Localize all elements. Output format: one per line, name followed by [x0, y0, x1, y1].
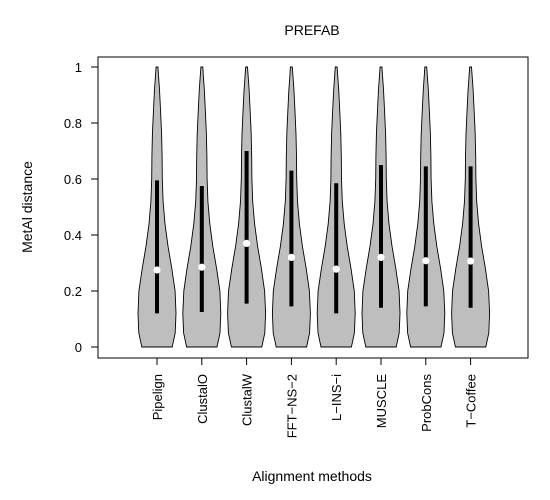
median-point-1 [198, 264, 205, 271]
y-axis-label: MetAl distance [19, 161, 35, 253]
median-point-5 [377, 254, 384, 261]
chart-title: PREFAB [284, 22, 339, 38]
median-point-0 [153, 266, 160, 273]
y-tick-label: 0 [75, 340, 82, 355]
x-tick-label: FFT−NS−2 [284, 374, 299, 438]
x-tick-label: L−INS−i [329, 374, 344, 421]
median-point-3 [288, 254, 295, 261]
x-tick-label: ClustalW [240, 373, 255, 426]
x-tick-label: MUSCLE [374, 374, 389, 429]
median-point-4 [333, 266, 340, 273]
y-axis: 0 0.2 0.4 0.6 0.8 1 [64, 60, 98, 355]
x-axis: Pipelign ClustalO ClustalW FFT−NS−2 L−INS−i M… [150, 358, 479, 438]
x-tick-label: Pipelign [150, 374, 165, 420]
y-tick-label: 0.2 [64, 284, 82, 299]
x-axis-label: Alignment methods [252, 468, 372, 484]
median-point-6 [422, 257, 429, 264]
median-point-7 [467, 257, 474, 264]
x-tick-label: ClustalO [195, 374, 210, 424]
x-tick-label: ProbCons [419, 374, 434, 432]
y-tick-label: 0.4 [64, 228, 82, 243]
violins [138, 67, 490, 347]
median-point-2 [243, 240, 250, 247]
y-tick-label: 1 [75, 60, 82, 75]
x-tick-label: T−Coffee [464, 374, 479, 428]
y-tick-label: 0.6 [64, 172, 82, 187]
y-tick-label: 0.8 [64, 116, 82, 131]
